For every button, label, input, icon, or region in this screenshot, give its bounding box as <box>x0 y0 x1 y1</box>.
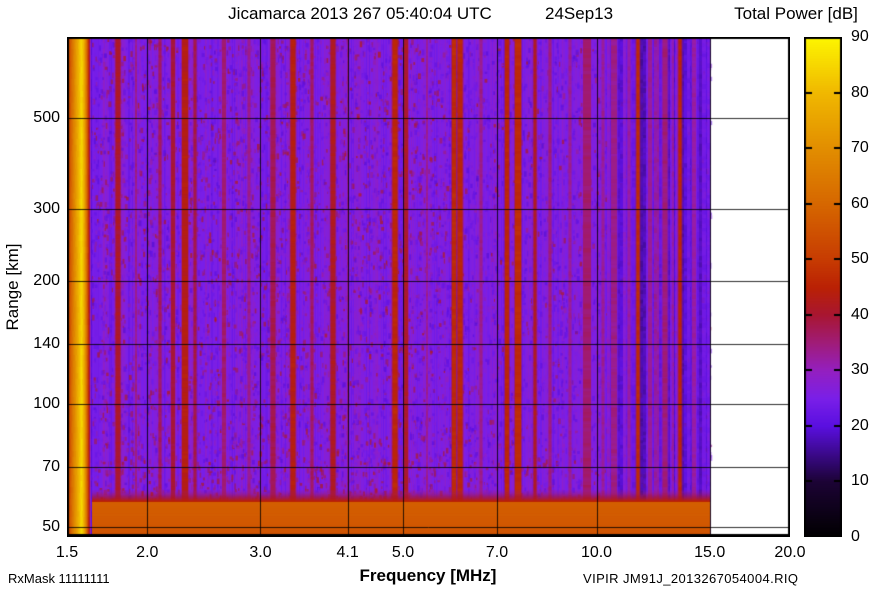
y-tick-label: 500 <box>33 109 60 127</box>
plot-date: 24Sep13 <box>545 4 614 23</box>
colorbar-tick-label: 70 <box>851 139 869 157</box>
y-tick-label: 50 <box>42 517 60 535</box>
colorbar-tick-label: 90 <box>851 28 869 45</box>
x-tick-label: 7.0 <box>485 544 509 561</box>
colorbar-tick-label: 20 <box>851 416 869 434</box>
colorbar-tick-label: 10 <box>851 472 869 490</box>
spectrogram-canvas <box>67 37 790 537</box>
y-tick-label: 200 <box>33 271 60 289</box>
y-tick-label: 140 <box>33 335 60 353</box>
colorbar-title: Total Power [dB] <box>734 4 858 23</box>
colorbar <box>804 37 842 537</box>
y-tick-label: 70 <box>42 458 60 476</box>
plot-title: Jicamarca 2013 267 05:40:04 UTC <box>228 4 492 23</box>
colorbar-tick-label: 80 <box>851 83 869 101</box>
x-tick-label: 5.0 <box>391 544 415 561</box>
x-tick-label: 1.5 <box>55 544 79 561</box>
colorbar-tick-label: 40 <box>851 305 869 323</box>
rx-mask-text: RxMask 11111111 <box>8 571 110 586</box>
x-tick-label: 15.0 <box>694 544 726 561</box>
colorbar-tick-label: 60 <box>851 194 869 212</box>
colorbar-tick-label: 0 <box>851 528 860 545</box>
colorbar-tick-label: 30 <box>851 361 869 379</box>
source-file-text: VIPIR JM91J_2013267054004.RIQ <box>583 571 799 586</box>
y-tick-label: 100 <box>33 394 60 412</box>
x-tick-label: 20.0 <box>774 544 806 561</box>
colorbar-tick-label: 50 <box>851 250 869 268</box>
x-tick-label: 3.0 <box>249 544 272 561</box>
y-tick-label: 300 <box>33 199 60 217</box>
x-tick-label: 4.1 <box>336 544 359 561</box>
x-axis-label: Frequency [MHz] <box>359 566 497 585</box>
x-tick-label: 2.0 <box>136 544 159 561</box>
x-tick-label: 10.0 <box>580 544 613 561</box>
